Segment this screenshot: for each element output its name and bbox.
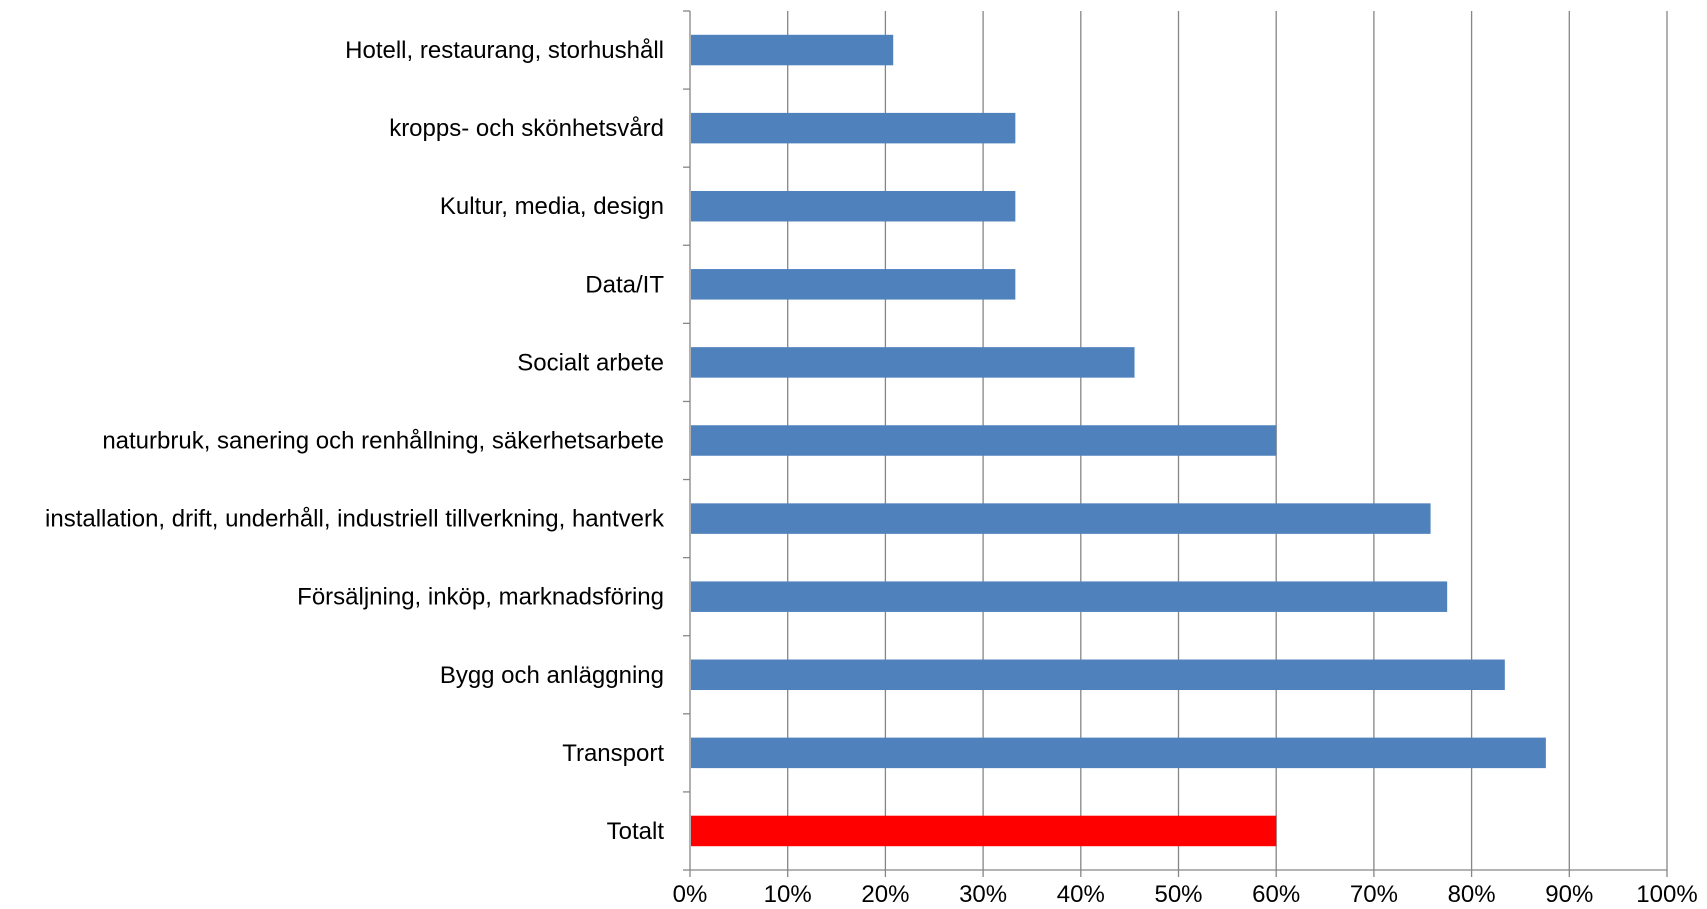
x-tick-label: 60% [1252,881,1300,908]
category-label: Kultur, media, design [440,193,664,220]
category-label: installation, drift, underhåll, industri… [45,506,665,533]
category-label: Data/IT [585,271,664,298]
bar [691,425,1277,456]
category-label: Socialt arbete [517,349,664,376]
bar [691,659,1505,691]
x-tick-label: 90% [1545,881,1593,908]
bar [691,581,1448,612]
category-label: kropps- och skönhetsvård [389,115,664,142]
bar [691,269,1016,300]
x-tick-label: 20% [861,881,909,908]
x-tick-label: 0% [673,881,708,908]
x-tick-label: 30% [959,881,1007,908]
category-axis [683,10,1668,877]
x-tick-labels: 0% 10% 20% 30% 40% 50% 60% 70% 80% 90% 100% [673,881,1698,908]
category-labels: Hotell, restaurang, storhushåll kropps- o… [45,37,665,845]
x-tick-label: 70% [1350,881,1398,908]
bar [691,737,1546,769]
bars [691,34,1546,847]
bar [691,347,1135,378]
x-tick-label: 10% [764,881,812,908]
category-label: Hotell, restaurang, storhushåll [345,37,664,64]
category-label: Totalt [607,818,665,845]
category-label: Transport [562,740,664,767]
bar [691,815,1277,847]
bar [691,112,1016,144]
category-label: Försäljning, inköp, marknadsföring [297,584,664,611]
x-tick-label: 80% [1448,881,1496,908]
x-tick-label: 40% [1057,881,1105,908]
category-label: Bygg och anläggning [440,662,664,689]
bar [691,190,1016,222]
bar [691,503,1431,534]
category-label: naturbruk, sanering och renhållning, säk… [102,428,664,455]
x-tick-label: 100% [1636,881,1697,908]
x-tick-label: 50% [1154,881,1202,908]
bar [691,34,894,66]
